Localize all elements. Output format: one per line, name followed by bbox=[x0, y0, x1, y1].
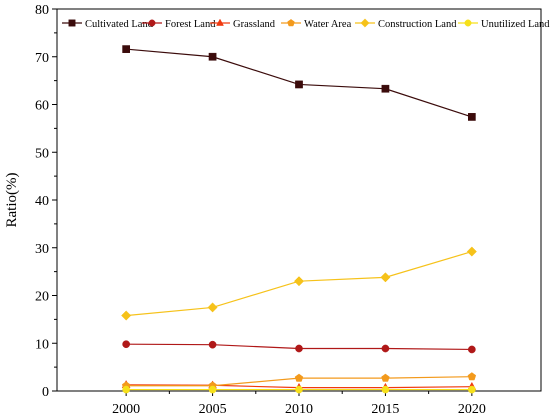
legend-marker bbox=[68, 19, 76, 27]
legend-marker bbox=[148, 19, 156, 27]
legend-label: Water Area bbox=[304, 19, 352, 30]
legend-label: Construction Land bbox=[378, 19, 457, 30]
data-point bbox=[468, 345, 476, 354]
legend-marker bbox=[360, 18, 370, 28]
legend-item: Forest Land bbox=[142, 19, 216, 30]
y-axis-title: Ratio(%) bbox=[4, 173, 20, 228]
data-point bbox=[468, 113, 476, 121]
y-tick-label: 20 bbox=[35, 290, 49, 305]
data-point bbox=[381, 84, 390, 93]
legend-marker bbox=[287, 19, 295, 27]
y-tick-label: 50 bbox=[35, 146, 49, 161]
series-unutilized-land bbox=[122, 385, 476, 394]
x-tick-label: 2005 bbox=[199, 402, 227, 417]
legend-label: Cultivated Land bbox=[85, 19, 154, 30]
data-point bbox=[208, 340, 217, 349]
data-point bbox=[381, 344, 390, 353]
y-tick-label: 40 bbox=[35, 194, 49, 209]
data-point bbox=[121, 310, 132, 321]
legend: Cultivated Land Forest Land Grassland Water… bbox=[62, 18, 550, 30]
series-layer bbox=[121, 45, 477, 394]
series-construction-land bbox=[121, 246, 477, 321]
data-point bbox=[467, 372, 477, 381]
y-tick-label: 30 bbox=[35, 242, 49, 257]
data-point bbox=[294, 373, 304, 382]
series-forest-land bbox=[122, 340, 476, 354]
y-tick-label: 0 bbox=[42, 385, 49, 400]
legend-item: Construction Land bbox=[355, 18, 457, 30]
y-tick-label: 80 bbox=[35, 3, 49, 18]
data-point bbox=[122, 340, 130, 349]
plot-frame bbox=[56, 8, 542, 392]
data-point bbox=[207, 302, 218, 313]
legend-item: Cultivated Land bbox=[62, 19, 154, 30]
series-cultivated-land bbox=[122, 45, 476, 121]
y-tick-label: 60 bbox=[35, 99, 49, 114]
data-point bbox=[295, 344, 303, 353]
legend-item: Unutilized Land bbox=[458, 19, 550, 30]
data-point bbox=[122, 385, 130, 394]
y-tick-label: 70 bbox=[35, 51, 49, 66]
data-point bbox=[295, 80, 303, 89]
x-tick-label: 2020 bbox=[458, 402, 486, 417]
data-point bbox=[208, 52, 217, 61]
data-point bbox=[295, 385, 303, 394]
y-tick-label: 10 bbox=[35, 337, 49, 352]
data-point bbox=[468, 385, 476, 394]
legend-label: Grassland bbox=[233, 19, 276, 30]
x-tick-label: 2010 bbox=[285, 402, 313, 417]
axes: 0 10 20 30 40 50 60 70 80 2000 2005 2010 2015 2020 bbox=[35, 3, 486, 417]
legend-item: Grassland bbox=[210, 18, 276, 30]
legend-label: Unutilized Land bbox=[481, 19, 550, 30]
x-tick-label: 2015 bbox=[371, 402, 399, 417]
data-point bbox=[208, 385, 217, 394]
data-point bbox=[122, 45, 130, 53]
legend-label: Forest Land bbox=[165, 19, 216, 30]
legend-item: Water Area bbox=[281, 19, 352, 30]
data-point bbox=[380, 272, 391, 283]
data-point bbox=[293, 276, 305, 287]
data-point bbox=[466, 246, 477, 257]
data-point bbox=[381, 385, 390, 394]
x-tick-label: 2000 bbox=[112, 402, 140, 417]
legend-marker bbox=[464, 19, 472, 27]
data-point bbox=[381, 373, 390, 382]
legend-marker bbox=[216, 18, 224, 26]
